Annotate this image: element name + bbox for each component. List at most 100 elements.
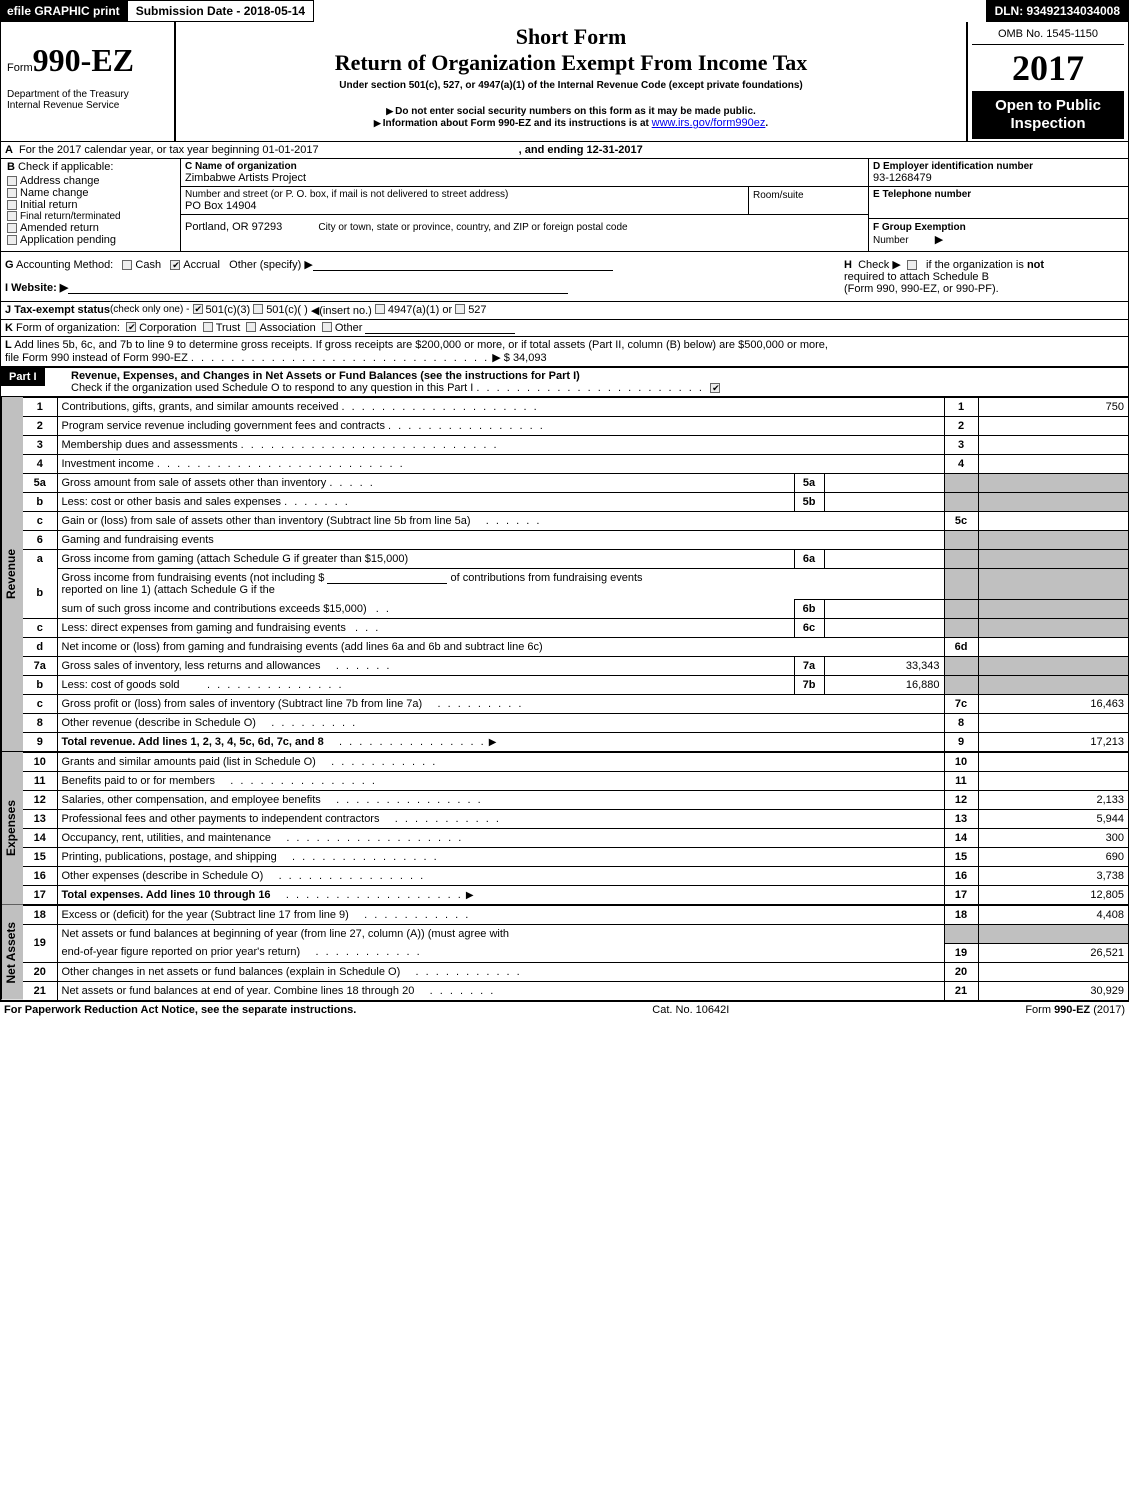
efile-print-button[interactable]: efile GRAPHIC print [0,0,127,22]
cb-label-0: Address change [20,175,100,187]
ln-box: 19 [944,943,978,962]
checkbox-other-org[interactable] [322,322,332,332]
table-row: 12Salaries, other compensation, and empl… [23,791,1128,810]
checkbox-association[interactable] [246,322,256,332]
j-insert: ◀(insert no.) [311,304,372,317]
ln-desc: Gross profit or (loss) from sales of inv… [62,698,423,710]
ln-desc: Gross amount from sale of assets other t… [62,477,327,489]
boxes-d-e-f: D Employer identification number 93-1268… [868,159,1128,251]
website-input[interactable] [68,282,568,294]
ln-num: c [23,619,57,638]
ln-num: a [23,550,57,569]
ln-num: d [23,638,57,657]
omb-number: OMB No. 1545-1150 [972,24,1124,45]
checkbox-cash[interactable] [122,260,132,270]
table-row: 5aGross amount from sale of assets other… [23,474,1128,493]
table-row: 1Contributions, gifts, grants, and simil… [23,398,1128,417]
grey-cell [978,569,1128,600]
h-check: Check ▶ [858,259,901,271]
checkbox-application-pending[interactable] [7,235,17,245]
form-header: Form990-EZ Department of the Treasury In… [0,22,1129,142]
arrow-text-1: Do not enter social security numbers on … [386,106,756,117]
ln-num: 15 [23,848,57,867]
ln-desc-3: reported on line 1) (attach Schedule G i… [62,584,275,596]
checkbox-501c[interactable] [253,304,263,314]
ln-desc: Excess or (deficit) for the year (Subtra… [62,909,349,921]
checkbox-h[interactable] [907,260,917,270]
k-other-input[interactable] [365,322,515,334]
d-label: D Employer identification number [873,161,1124,172]
checkbox-schedule-o[interactable] [710,383,720,393]
ln-desc: Less: direct expenses from gaming and fu… [62,622,346,634]
ln-val: 5,944 [978,810,1128,829]
j-o3: 4947(a)(1) or [388,304,452,317]
ln-box: 16 [944,867,978,886]
ln-num: 13 [23,810,57,829]
checkbox-corporation[interactable] [126,322,136,332]
j-o1: 501(c)(3) [206,304,251,317]
ln-desc: Program service revenue including govern… [62,420,385,432]
checkbox-527[interactable] [455,304,465,314]
ln-box: 12 [944,791,978,810]
grey-cell [978,493,1128,512]
k-o1: Corporation [139,322,196,334]
checkbox-501c3[interactable] [193,304,203,314]
ln-num: 10 [23,753,57,772]
net-assets-table: 18Excess or (deficit) for the year (Subt… [23,905,1128,1000]
checkbox-final-return[interactable] [7,211,17,221]
ln-val [978,512,1128,531]
grey-cell [978,619,1128,638]
checkbox-trust[interactable] [203,322,213,332]
grey-cell [944,676,978,695]
ln-box: 7c [944,695,978,714]
ln-num: 21 [23,981,57,1000]
table-row: 16Other expenses (describe in Schedule O… [23,867,1128,886]
table-row: 20 Other changes in net assets or fund ba… [23,962,1128,981]
ln-num: 16 [23,867,57,886]
table-row: d Net income or (loss) from gaming and fu… [23,638,1128,657]
checkbox-accrual[interactable] [170,260,180,270]
box-b: B Check if applicable: Address change Na… [1,159,181,251]
ln-val: 17,213 [978,733,1128,752]
room-label: Room/suite [753,190,804,201]
checkbox-amended-return[interactable] [7,223,17,233]
g-other-input[interactable] [313,259,613,271]
ln-desc: Gain or (loss) from sale of assets other… [62,515,471,527]
ln-subval [824,619,944,638]
checkbox-name-change[interactable] [7,188,17,198]
arrow-text-2-post: . [765,118,768,129]
table-row: 15Printing, publications, postage, and s… [23,848,1128,867]
ln-num: c [23,512,57,531]
ln-num: 8 [23,714,57,733]
revenue-side-label: Revenue [1,397,23,751]
l-text2: file Form 990 instead of Form 990-EZ [5,352,188,364]
city-value: Portland, OR 97293 [185,221,282,233]
ln-box: 20 [944,962,978,981]
ln-box: 8 [944,714,978,733]
ln-val: 26,521 [978,943,1128,962]
footer-left: For Paperwork Reduction Act Notice, see … [4,1004,356,1016]
grey-cell [944,474,978,493]
g-cash: Cash [135,259,161,271]
form-number: 990-EZ [33,42,134,78]
ln-desc: Other changes in net assets or fund bala… [62,966,401,978]
checkbox-4947[interactable] [375,304,385,314]
k-o2: Trust [216,322,241,334]
grey-cell [978,676,1128,695]
d-value: 93-1268479 [873,172,1124,184]
fundraising-input[interactable] [327,572,447,584]
checkbox-initial-return[interactable] [7,200,17,210]
ln-sub: 7b [794,676,824,695]
table-row: 8Other revenue (describe in Schedule O) … [23,714,1128,733]
k-text: Form of organization: [16,322,120,334]
irs-label: Internal Revenue Service [7,100,168,111]
ln-box: 3 [944,436,978,455]
street-label: Number and street (or P. O. box, if mail… [185,189,744,200]
checkbox-address-change[interactable] [7,176,17,186]
ln-sub: 7a [794,657,824,676]
instructions-link[interactable]: www.irs.gov/form990ez [652,117,766,129]
expenses-side-label: Expenses [1,752,23,904]
ln-desc: Net income or (loss) from gaming and fun… [62,641,543,653]
ln-num: b [23,493,57,512]
table-row: bGross income from fundraising events (n… [23,569,1128,600]
